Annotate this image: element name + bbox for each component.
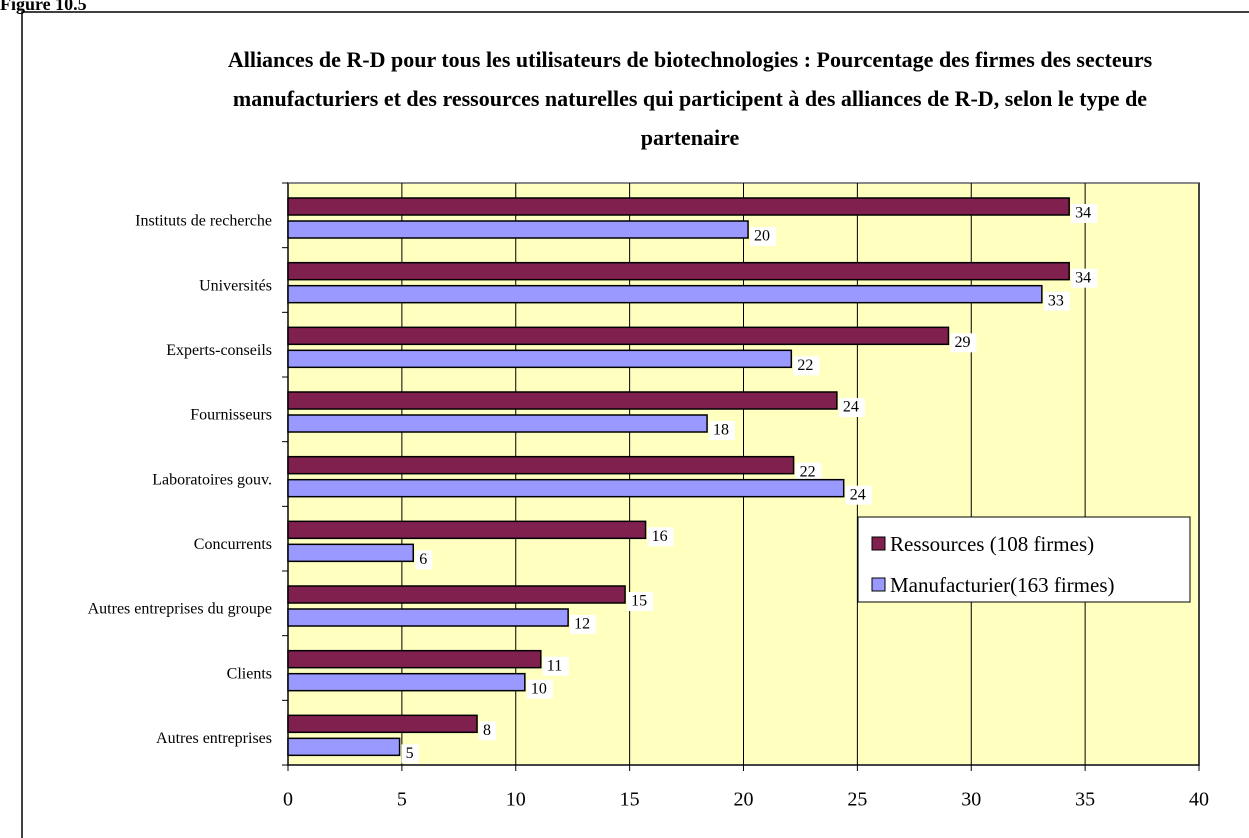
value-label-bg	[415, 550, 433, 570]
bar	[287, 349, 793, 369]
value-label-bg	[838, 398, 865, 417]
value-label: 11	[547, 657, 562, 674]
bar	[287, 455, 795, 475]
x-tick-label: 10	[506, 789, 526, 811]
value-label: 34	[1075, 205, 1091, 222]
value-label: 12	[574, 616, 590, 633]
value-label: 22	[797, 357, 813, 374]
value-label: 29	[954, 334, 970, 351]
value-label: 6	[419, 551, 427, 568]
y-tick-label: Instituts de recherche	[135, 213, 272, 230]
y-tick-label: Autres entreprises du groupe	[88, 601, 272, 618]
bar	[287, 737, 401, 757]
x-tick-label: 0	[283, 789, 293, 811]
bar	[287, 220, 749, 239]
bar	[287, 197, 1070, 216]
value-label: 15	[631, 593, 647, 610]
x-tick-label: 25	[847, 789, 867, 811]
bar	[287, 608, 569, 627]
bar	[287, 414, 708, 433]
value-label-bg	[709, 421, 736, 440]
value-label: 34	[1075, 269, 1091, 286]
legend	[857, 516, 1191, 603]
value-label: 24	[843, 399, 859, 416]
bar	[287, 714, 478, 734]
bar	[287, 326, 950, 346]
bar	[287, 478, 845, 498]
legend-label: Manufacturier(163 firmes)	[890, 573, 1115, 597]
x-tick-label: 5	[397, 789, 407, 811]
value-label: 10	[531, 680, 547, 697]
bar	[287, 284, 1043, 304]
legend-swatch	[871, 536, 886, 551]
bar	[287, 585, 626, 604]
bar	[287, 261, 1070, 281]
legend-label: Ressources (108 firmes)	[890, 532, 1094, 556]
value-label: 8	[483, 722, 491, 739]
y-tick-label: Autres entreprises	[156, 730, 272, 747]
value-label: 22	[800, 463, 816, 480]
y-tick-label: Concurrents	[194, 536, 272, 553]
bar	[287, 520, 647, 540]
bar	[287, 543, 415, 563]
value-label-bg	[1043, 291, 1070, 311]
chart-title: Alliances de R-D pour tous les utilisate…	[227, 47, 1153, 150]
y-tick-label: Experts-conseils	[166, 342, 272, 359]
value-label-bg	[795, 462, 822, 482]
value-label-bg	[750, 227, 777, 246]
value-label: 16	[652, 528, 668, 545]
y-tick-label: Clients	[227, 665, 272, 682]
value-label-bg	[950, 333, 977, 353]
value-label-bg	[526, 679, 553, 699]
x-tick-label: 15	[620, 789, 640, 811]
x-tick-label: 30	[961, 789, 981, 811]
value-label-bg	[479, 721, 497, 741]
bar	[287, 391, 838, 410]
x-tick-label: 35	[1075, 789, 1095, 811]
value-label: 33	[1048, 292, 1064, 309]
value-label-bg	[647, 527, 674, 547]
value-label: 5	[406, 745, 414, 762]
x-tick-label: 20	[734, 789, 754, 811]
value-label-bg	[542, 656, 569, 676]
bar	[287, 649, 542, 669]
y-tick-label: Laboratoires gouv.	[152, 471, 272, 488]
value-label-bg	[1071, 268, 1098, 288]
y-tick-label: Fournisseurs	[190, 407, 272, 424]
value-label-bg	[401, 744, 419, 764]
value-label: 24	[850, 486, 866, 503]
y-tick-label: Universités	[199, 277, 272, 294]
value-label-bg	[1071, 204, 1098, 223]
frame	[21, 11, 1249, 838]
value-label: 20	[754, 228, 770, 245]
figure-label: Figure 10.5	[0, 0, 87, 14]
bar	[287, 672, 526, 692]
legend-swatch	[871, 577, 886, 592]
value-label-bg	[570, 615, 597, 634]
value-label: 18	[713, 422, 729, 439]
value-label-bg	[793, 356, 820, 376]
value-label-bg	[627, 592, 654, 611]
x-tick-label: 40	[1189, 789, 1209, 811]
value-label-bg	[845, 485, 872, 505]
